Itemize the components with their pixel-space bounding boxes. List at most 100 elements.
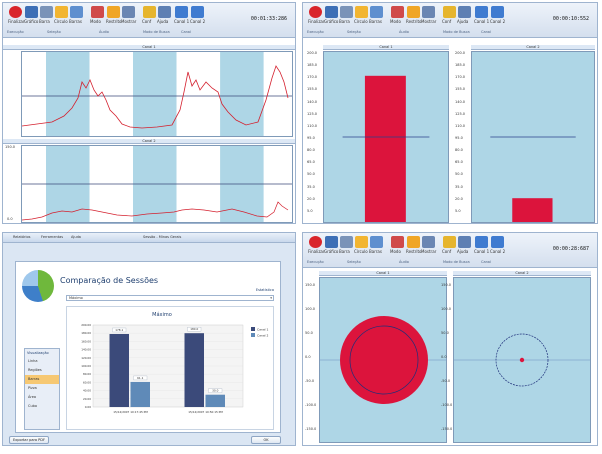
- reference-circle: [495, 333, 549, 387]
- y-tick: 110.0: [307, 123, 318, 128]
- bars-icon[interactable]: [370, 236, 383, 248]
- close-icon[interactable]: [309, 236, 322, 248]
- help-icon[interactable]: [458, 236, 471, 248]
- speaker-icon[interactable]: [407, 236, 420, 248]
- ribbon-group-label: Áudio: [399, 260, 409, 264]
- bars-icon[interactable]: [70, 6, 83, 18]
- y-tick: 95.0: [307, 136, 315, 140]
- data-bar: [130, 381, 150, 407]
- bar-icon[interactable]: [340, 236, 353, 248]
- circle-icon[interactable]: [55, 6, 68, 18]
- channel1-circle: [340, 316, 428, 404]
- panel-circle-view: Finalizar Gráfico Barra Círculo Barras Modo Re…: [302, 232, 598, 446]
- circle-icon[interactable]: [355, 6, 368, 18]
- channel1-caption: Canal 1: [319, 271, 447, 276]
- ribbon-group-label: Execução: [7, 30, 24, 34]
- visualization-item[interactable]: Linha: [28, 359, 38, 363]
- bars-icon[interactable]: [370, 6, 383, 18]
- settings-icon[interactable]: [443, 6, 456, 18]
- channel1-caption: Canal 1: [3, 45, 295, 50]
- channel1-icon[interactable]: [475, 6, 488, 18]
- chart-icon[interactable]: [325, 6, 338, 18]
- y-tick: 35.0: [307, 184, 315, 189]
- channel2-icon[interactable]: [491, 6, 504, 18]
- y-tick: 185.0: [307, 63, 318, 68]
- y-tick-label: 140.00: [81, 348, 91, 352]
- chevron-down-icon[interactable]: ▾: [270, 296, 272, 300]
- y-tick: 5.0: [307, 208, 313, 213]
- panel-line-view: Finalizar Gráfico Barra Círculo Barras Modo Re…: [2, 2, 296, 224]
- mode-icon[interactable]: [391, 236, 404, 248]
- statistic-select[interactable]: Máximo ▾: [66, 295, 274, 301]
- ribbon-button-label: Canal 1: [174, 19, 190, 24]
- ribbon-button-label: Conf: [142, 19, 152, 24]
- mode-icon[interactable]: [391, 6, 404, 18]
- bar-icon[interactable]: [340, 6, 353, 18]
- chart-icon[interactable]: [25, 6, 38, 18]
- visualization-item[interactable]: Regiões: [28, 368, 42, 372]
- ribbon: Finalizar Gráfico Barra Círculo Barras Modo Re…: [303, 3, 597, 38]
- ribbon-button-label: Círculo: [354, 249, 368, 254]
- chart-icon[interactable]: [325, 236, 338, 248]
- menu-tab[interactable]: Ajuda: [71, 235, 81, 239]
- visualization-item[interactable]: Cubo: [28, 404, 38, 408]
- pie-logo-icon: [22, 270, 54, 302]
- x-tick-label: 15/12/2007 10:17:45 PM: [113, 410, 148, 414]
- ok-button[interactable]: OK: [251, 436, 281, 444]
- y-tick-label: 200.00: [81, 323, 91, 327]
- data-label: 30.0: [212, 389, 218, 393]
- channel1-icon[interactable]: [475, 236, 488, 248]
- legend-label: Canal 1: [257, 328, 268, 332]
- data-bar: [184, 333, 204, 407]
- settings-icon[interactable]: [143, 6, 156, 18]
- menu-tab[interactable]: Relatórios: [13, 235, 31, 239]
- ribbon-button-label: Restrito: [406, 19, 422, 24]
- ribbon-group-label: Canal: [481, 260, 491, 264]
- y-tick-label: 20.00: [83, 397, 91, 401]
- show-icon[interactable]: [422, 6, 435, 18]
- ribbon-button-label: Canal 1: [474, 249, 490, 254]
- menu-tab[interactable]: Ferramentas: [41, 235, 64, 239]
- data-label: 180.0: [190, 327, 198, 331]
- y-tick: 0.0: [305, 355, 311, 359]
- channel1-line-chart: [21, 51, 293, 137]
- ribbon-group-label: Modo de Busca: [443, 260, 470, 264]
- dialog-body: Comparação de Sessões Estatística Máximo…: [15, 261, 281, 433]
- ribbon-button-label: Restrito: [406, 249, 422, 254]
- ribbon-group-label: Modo de Busca: [143, 30, 170, 34]
- export-pdf-button[interactable]: Exportar para PDF: [9, 436, 49, 444]
- y-tick: 80.0: [307, 148, 315, 153]
- speaker-icon[interactable]: [107, 6, 120, 18]
- ribbon-button-label: Conf: [442, 249, 452, 254]
- channel2-icon[interactable]: [491, 236, 504, 248]
- ribbon-button-label: Gráfico: [324, 249, 339, 254]
- close-icon[interactable]: [9, 6, 22, 18]
- y-tick: 155.0: [455, 87, 466, 92]
- y-tick: -100.0: [441, 403, 453, 407]
- bar-icon[interactable]: [40, 6, 53, 18]
- visualization-item[interactable]: Pizza: [28, 386, 37, 390]
- settings-icon[interactable]: [443, 236, 456, 248]
- ribbon-button-label: Modo: [390, 19, 401, 24]
- ribbon-button-label: Canal 2: [490, 249, 506, 254]
- close-icon[interactable]: [309, 6, 322, 18]
- panel-bar-view: Finalizar Gráfico Barra Círculo Barras Modo Re…: [302, 2, 598, 224]
- legend-swatch: [251, 333, 255, 337]
- visualization-item[interactable]: Barras: [25, 375, 59, 384]
- data-label-box: [112, 327, 127, 333]
- help-icon[interactable]: [458, 6, 471, 18]
- y-tick: -50.0: [441, 379, 451, 383]
- channel2-caption: Canal 2: [3, 139, 295, 144]
- circle-icon[interactable]: [355, 236, 368, 248]
- channel2-icon[interactable]: [191, 6, 204, 18]
- show-icon[interactable]: [422, 236, 435, 248]
- mode-icon[interactable]: [91, 6, 104, 18]
- speaker-icon[interactable]: [407, 6, 420, 18]
- channel1-icon[interactable]: [175, 6, 188, 18]
- visualization-item[interactable]: Área: [28, 395, 37, 399]
- ribbon-group-label: Seleção: [347, 260, 361, 264]
- legend-label: Canal 2: [257, 334, 268, 338]
- help-icon[interactable]: [158, 6, 171, 18]
- data-label: 61.1: [137, 376, 143, 380]
- show-icon[interactable]: [122, 6, 135, 18]
